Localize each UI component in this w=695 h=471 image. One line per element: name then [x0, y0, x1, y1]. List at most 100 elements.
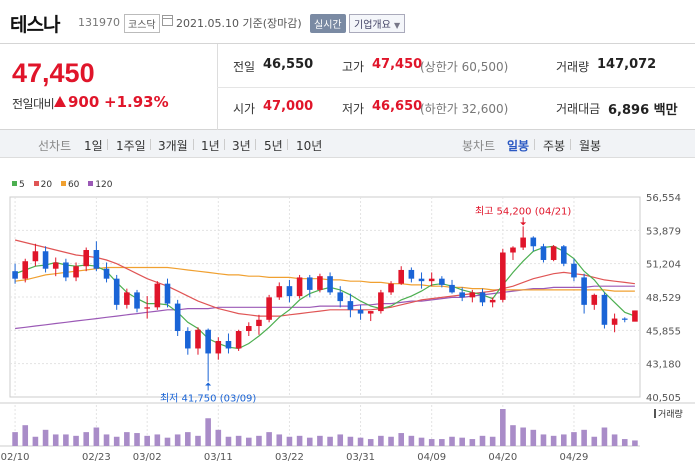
candle-body — [347, 301, 354, 310]
volume-bar — [185, 432, 191, 446]
candle-body — [398, 269, 405, 284]
high-arrowhead — [520, 222, 527, 226]
company-overview-dropdown[interactable]: 기업개요 ▼ — [349, 14, 406, 33]
low-annotation: 최저 41,750 (03/09) — [160, 392, 256, 404]
period-1w[interactable]: 1주일 — [116, 139, 146, 153]
period-10y[interactable]: 10년 — [296, 139, 323, 153]
candle-body — [581, 277, 587, 305]
current-price: 47,450 — [12, 58, 95, 88]
volume-bar — [459, 437, 465, 446]
candle-body — [489, 299, 496, 303]
candle-body — [530, 237, 537, 247]
candle-body — [540, 246, 547, 260]
x-tick-label: 04/09 — [417, 452, 446, 463]
volume-bar — [357, 437, 364, 446]
line-chart-label: 선차트 — [38, 139, 72, 153]
volume-bar — [52, 434, 59, 446]
candle-body — [327, 276, 333, 293]
volume-bar — [408, 435, 415, 446]
volume-bar — [286, 436, 293, 446]
volume-bar — [479, 435, 486, 446]
price-summary: 47,450 전일대비 900 +1.93% 전일 46,550 고가 47,4… — [0, 44, 695, 130]
base-date: 2021.05.10 기준(장마감) — [176, 17, 302, 30]
volume-bar — [611, 434, 618, 446]
candle-body — [510, 247, 516, 253]
change-label: 전일대비 — [12, 97, 55, 111]
candle-body — [337, 292, 344, 302]
volume-bar — [174, 434, 181, 446]
period-1d[interactable]: 1일 — [84, 139, 103, 153]
volume-bar — [439, 439, 445, 446]
candle-daily[interactable]: 일봉 — [507, 139, 530, 153]
ma5-line — [14, 245, 636, 350]
candle-weekly[interactable]: 주봉 — [543, 139, 566, 153]
candle-body — [469, 292, 476, 298]
volume-bar — [124, 432, 130, 446]
legend-ma60: 60 — [60, 180, 79, 190]
candle-body — [601, 294, 608, 325]
candle-body — [550, 246, 557, 260]
period-3m[interactable]: 3개월 — [158, 139, 188, 153]
x-tick-label: 03/22 — [275, 452, 304, 463]
upper-limit: (상한가 60,500) — [420, 60, 509, 74]
candle-body — [560, 246, 567, 264]
volume-bar — [63, 434, 69, 446]
candle-body — [571, 263, 577, 278]
volume-bar — [296, 435, 303, 446]
low-label: 저가 — [342, 102, 365, 116]
stock-code: 131970 — [78, 16, 120, 29]
low-arrowhead — [205, 382, 212, 386]
volume-bar — [215, 429, 222, 446]
change-value: 900 — [68, 93, 100, 111]
candle-body — [32, 251, 39, 262]
volume-label: 거래량 — [556, 60, 590, 74]
candle-body — [73, 266, 79, 278]
company-overview-label: 기업개요 — [354, 20, 391, 31]
period-divider — [107, 139, 108, 150]
volume-bar — [144, 435, 150, 446]
volume-bar — [591, 436, 598, 446]
volume-bar — [22, 425, 29, 446]
volume-legend-marker — [654, 409, 656, 418]
volume-bar — [560, 434, 567, 446]
y-tick-label: 43,180 — [646, 360, 681, 371]
volume-bar — [398, 433, 405, 446]
period-divider — [534, 139, 535, 150]
price-plot-frame — [9, 196, 641, 398]
period-divider — [287, 139, 288, 150]
prev-close-label: 전일 — [233, 60, 256, 74]
candle-body — [235, 331, 242, 349]
high-value: 47,450 — [372, 57, 423, 72]
volume-bar — [510, 425, 516, 446]
candle-body — [388, 283, 394, 293]
x-tick-label: 04/20 — [488, 452, 517, 463]
volume-bar — [73, 435, 79, 446]
volume-bar — [520, 427, 526, 446]
volume-bar — [347, 436, 354, 446]
realtime-button[interactable]: 실시간 — [310, 14, 346, 33]
candle-body — [174, 303, 181, 332]
legend-ma20: 20 — [33, 180, 52, 190]
volume-value: 147,072 — [597, 57, 657, 72]
candle-monthly[interactable]: 월봉 — [579, 139, 602, 153]
volume-bar — [154, 434, 161, 446]
volume-bar — [601, 427, 608, 446]
period-5y[interactable]: 5년 — [264, 139, 283, 153]
candle-body — [439, 278, 445, 285]
candle-body — [520, 237, 526, 248]
volume-bar — [388, 436, 394, 446]
candle-body — [611, 318, 618, 325]
period-3y[interactable]: 3년 — [232, 139, 251, 153]
candle-body — [408, 269, 415, 279]
candle-body — [134, 292, 140, 309]
high-label: 고가 — [342, 60, 365, 74]
period-1y[interactable]: 1년 — [201, 139, 220, 153]
candle-body — [256, 319, 262, 327]
volume-bar — [367, 439, 374, 446]
candle-body — [632, 310, 638, 322]
period-divider — [570, 139, 571, 150]
candle-body — [266, 297, 272, 320]
y-tick-label: 56,554 — [646, 193, 681, 204]
candle-body — [42, 251, 49, 269]
period-bar: 선차트 1일 1주일 3개월 1년 3년 5년 10년 봉차트 일봉 주봉 월봉 — [0, 130, 695, 158]
